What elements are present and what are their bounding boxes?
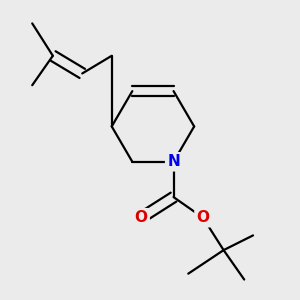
Text: O: O [135,210,148,225]
Text: O: O [196,210,209,225]
Text: N: N [167,154,180,169]
